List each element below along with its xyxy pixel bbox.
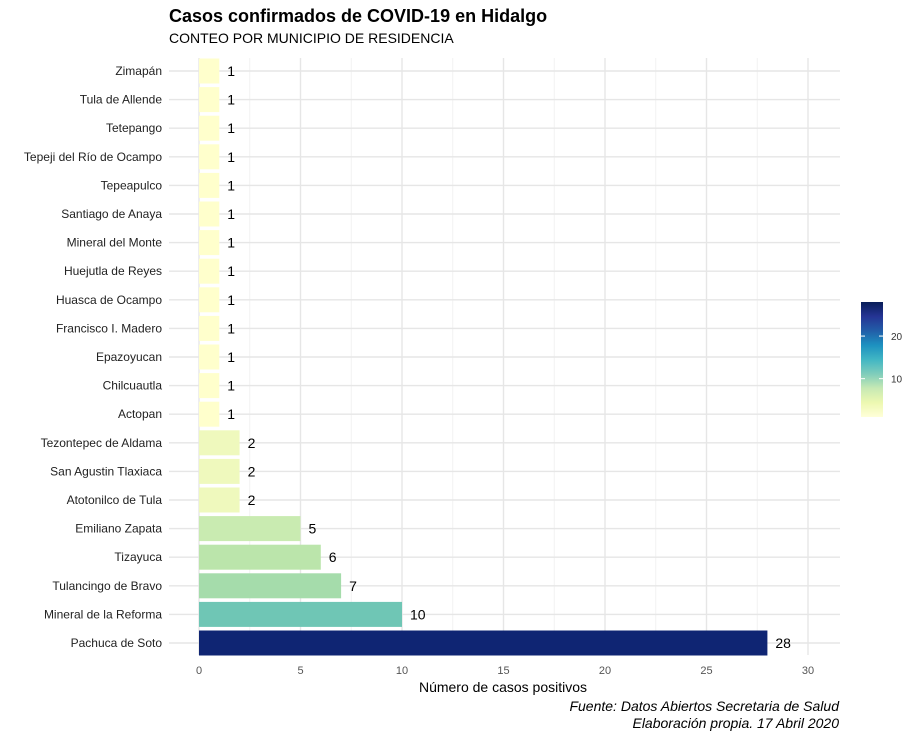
- legend-tick-label: 10: [891, 375, 903, 386]
- category-label: Tepeji del Río de Ocampo: [24, 150, 162, 164]
- caption-source: Fuente: Datos Abiertos Secretaria de Sal…: [569, 698, 839, 714]
- data-label: 28: [775, 635, 791, 651]
- category-label: Huejutla de Reyes: [64, 264, 162, 278]
- category-label: Tezontepec de Aldama: [41, 436, 163, 450]
- data-label: 1: [227, 63, 235, 79]
- chart-subtitle: CONTEO POR MUNICIPIO DE RESIDENCIA: [169, 30, 454, 46]
- bar: [199, 87, 220, 113]
- x-axis-title: Número de casos positivos: [419, 679, 587, 695]
- category-label: Santiago de Anaya: [61, 207, 162, 221]
- data-label: 2: [248, 435, 256, 451]
- bar: [199, 458, 240, 484]
- category-label: Emiliano Zapata: [75, 522, 162, 536]
- category-label: Mineral de la Reforma: [44, 607, 162, 621]
- data-label: 1: [227, 177, 235, 193]
- bar: [199, 344, 220, 370]
- x-tick-label: 15: [497, 665, 509, 677]
- category-labels: Zimapán Tula de Allende Tetepango Tepeji de…: [24, 64, 162, 650]
- category-label: Pachuca de Soto: [71, 636, 163, 650]
- bar: [199, 287, 220, 313]
- bars: [199, 58, 768, 656]
- category-label: Atotonilco de Tula: [67, 493, 163, 507]
- x-tick-label: 30: [802, 665, 814, 677]
- data-label: 1: [227, 292, 235, 308]
- data-label: 1: [227, 120, 235, 136]
- bar: [199, 573, 342, 599]
- data-label: 1: [227, 378, 235, 394]
- data-label: 6: [329, 549, 337, 565]
- bar: [199, 430, 240, 456]
- bar: [199, 258, 220, 284]
- bar: [199, 544, 321, 570]
- bar: [199, 630, 768, 656]
- category-label: Chilcuautla: [103, 379, 163, 393]
- data-label: 7: [349, 578, 357, 594]
- data-label: 2: [248, 463, 256, 479]
- category-label: Actopan: [118, 407, 162, 421]
- chart-title: Casos confirmados de COVID-19 en Hidalgo: [169, 6, 548, 26]
- bar: [199, 516, 301, 542]
- bar: [199, 115, 220, 141]
- bar: [199, 230, 220, 256]
- category-label: Zimapán: [115, 64, 162, 78]
- bar: [199, 315, 220, 341]
- category-label: Tulancingo de Bravo: [52, 579, 162, 593]
- data-label: 1: [227, 349, 235, 365]
- bar: [199, 144, 220, 170]
- data-label: 10: [410, 606, 426, 622]
- data-label: 1: [227, 206, 235, 222]
- category-label: Tetepango: [106, 121, 162, 135]
- bar: [199, 601, 402, 627]
- category-label: Epazoyucan: [96, 350, 162, 364]
- x-tick-label: 0: [196, 665, 202, 677]
- legend-tick-label: 20: [891, 332, 903, 343]
- bar: [199, 487, 240, 513]
- caption-credit: Elaboración propia. 17 Abril 2020: [632, 715, 839, 731]
- data-label: 1: [227, 320, 235, 336]
- x-tick-label: 10: [396, 665, 408, 677]
- data-label: 1: [227, 406, 235, 422]
- legend-gradient-bar: [861, 302, 883, 417]
- data-label: 1: [227, 149, 235, 165]
- bar: [199, 401, 220, 427]
- x-tick-labels: 0 5 10 15 20 25 30: [196, 665, 814, 677]
- category-label: Huasca de Ocampo: [56, 293, 162, 307]
- bar: [199, 58, 220, 84]
- category-label: Francisco I. Madero: [56, 321, 162, 335]
- x-tick-label: 25: [700, 665, 712, 677]
- bar: [199, 373, 220, 399]
- data-label: 2: [248, 492, 256, 508]
- x-tick-label: 20: [599, 665, 611, 677]
- legend-colorbar: 10 20: [861, 302, 903, 417]
- x-tick-label: 5: [297, 665, 303, 677]
- data-label: 1: [227, 92, 235, 108]
- bar: [199, 201, 220, 227]
- category-label: Tula de Allende: [80, 93, 163, 107]
- data-label: 1: [227, 263, 235, 279]
- bar: [199, 172, 220, 198]
- data-label: 1: [227, 235, 235, 251]
- category-label: Tepeapulco: [101, 178, 163, 192]
- category-label: San Agustin Tlaxiaca: [50, 464, 162, 478]
- data-label: 5: [309, 521, 317, 537]
- category-label: Mineral del Monte: [67, 236, 163, 250]
- category-label: Tizayuca: [114, 550, 162, 564]
